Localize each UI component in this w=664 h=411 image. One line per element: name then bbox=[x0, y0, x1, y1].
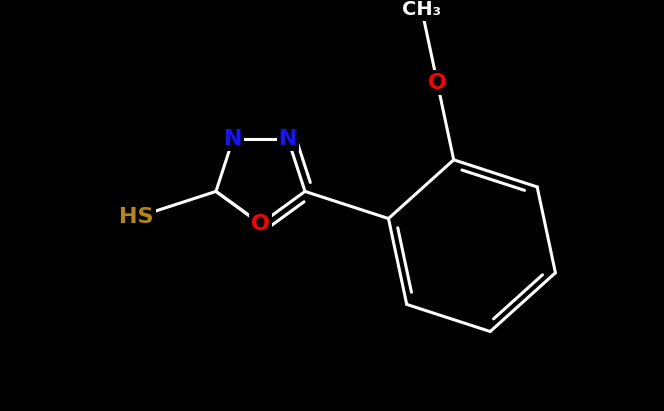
Text: O: O bbox=[251, 214, 270, 234]
Text: O: O bbox=[428, 73, 447, 92]
Text: HS: HS bbox=[120, 207, 154, 227]
Text: N: N bbox=[224, 129, 242, 149]
Text: CH₃: CH₃ bbox=[402, 0, 442, 19]
Text: N: N bbox=[279, 129, 297, 149]
